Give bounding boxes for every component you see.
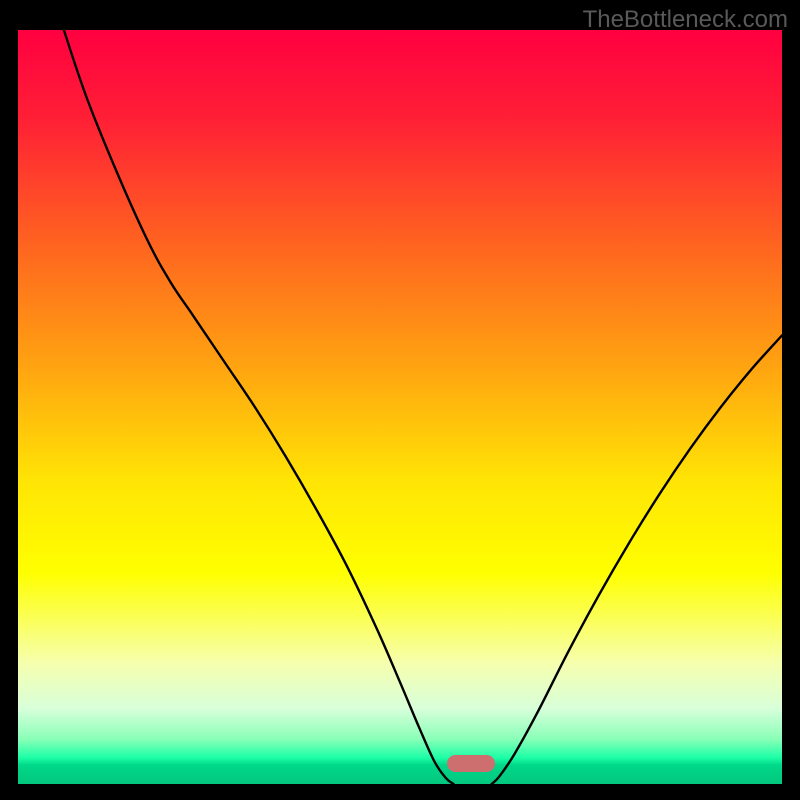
curve-segment — [492, 335, 782, 784]
curve-segment — [64, 30, 454, 784]
bottleneck-curve — [18, 30, 782, 784]
plot-area — [18, 30, 782, 784]
watermark-text: TheBottleneck.com — [583, 6, 788, 34]
